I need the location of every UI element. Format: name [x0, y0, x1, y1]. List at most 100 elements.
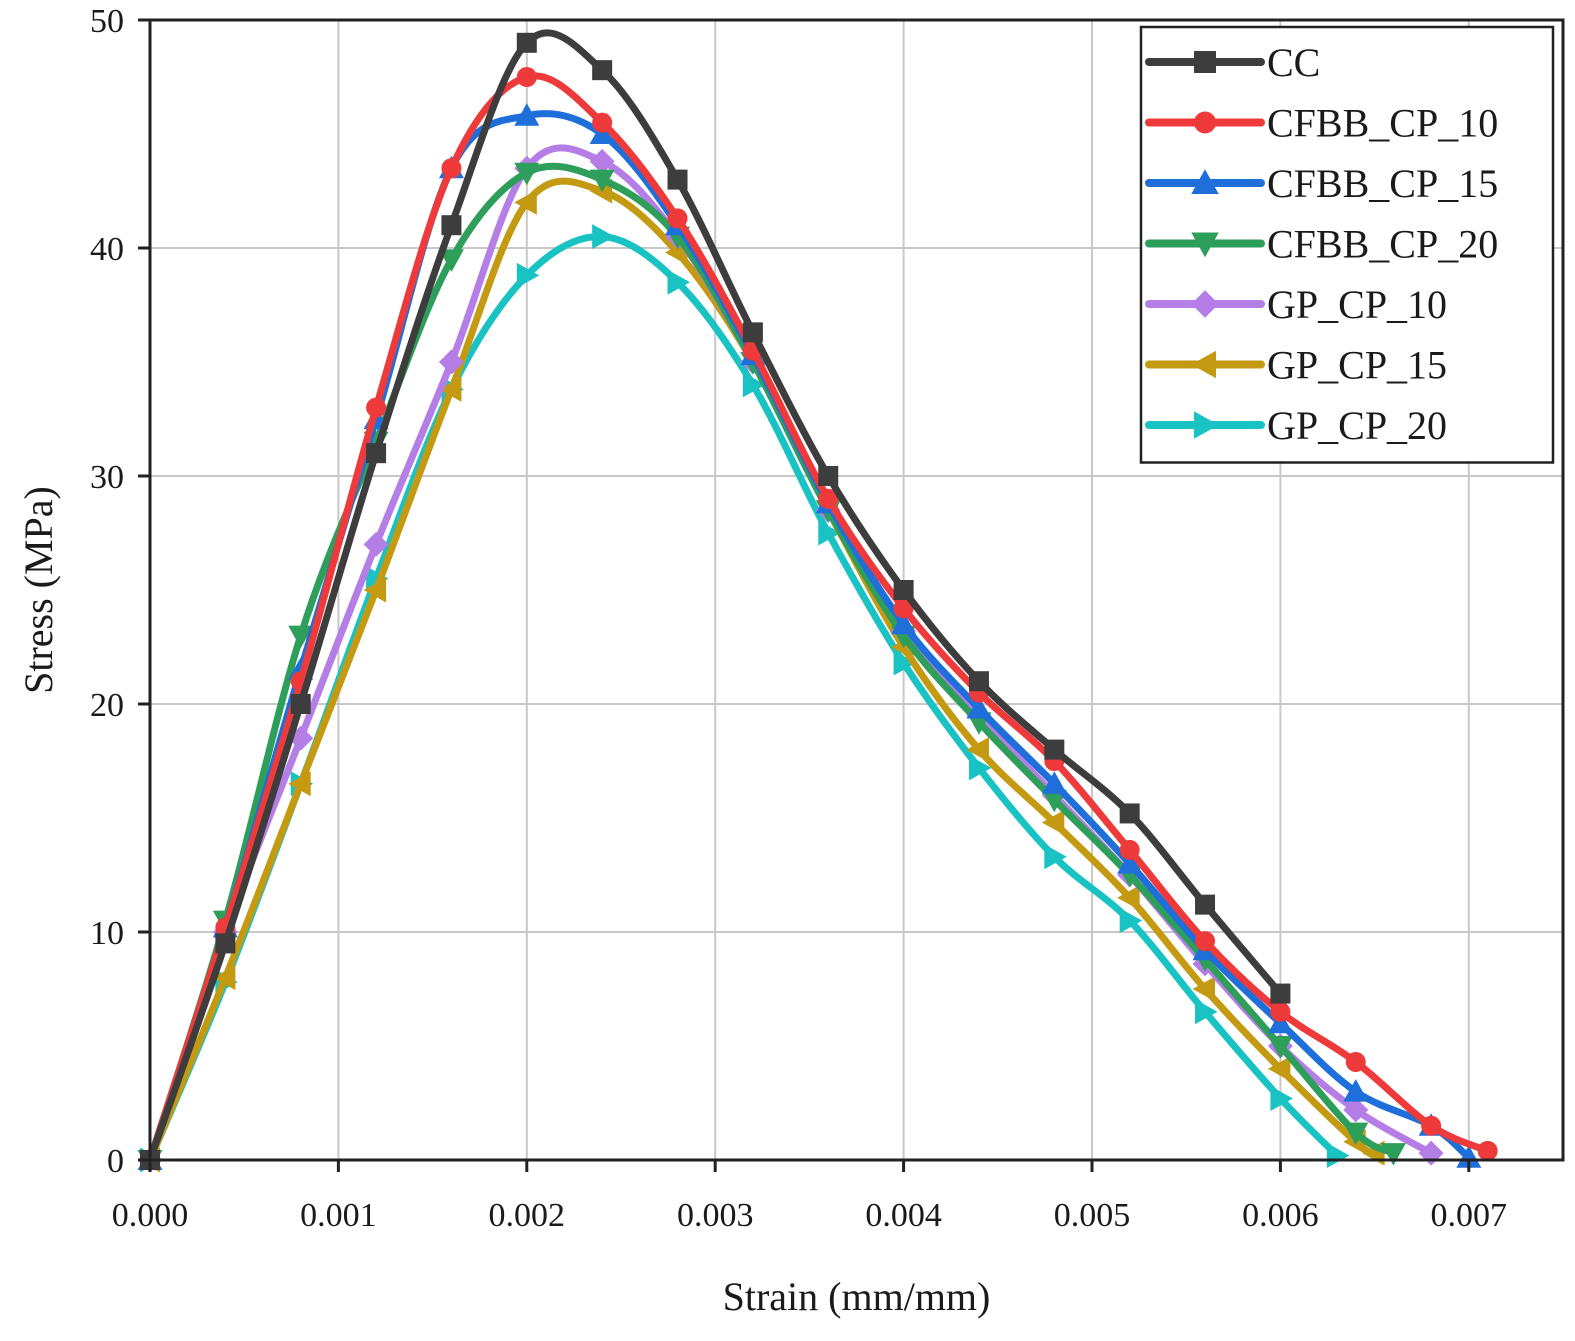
data-point — [1192, 976, 1216, 1002]
legend-item: GP_CP_10 — [1145, 282, 1447, 327]
x-axis-ticks: 0.000 0.001 0.002 0.003 0.004 0.005 0.006 0.007 — [112, 1160, 1507, 1234]
legend: CC CFBB_CP_10 CFBB_CP_15 CFBB_CP_20 GP_CP_10… — [1139, 25, 1555, 464]
data-point — [1119, 908, 1143, 934]
data-point — [1380, 1143, 1406, 1166]
data-point — [363, 577, 387, 603]
data-point — [1421, 1115, 1442, 1136]
data-point — [438, 376, 462, 402]
y-axis-title: Stress (MPa) — [16, 486, 61, 694]
x-axis-title: Strain (mm/mm) — [723, 1274, 991, 1319]
data-point — [514, 162, 540, 186]
x-tick-label: 0.000 — [112, 1197, 189, 1234]
data-point — [1195, 894, 1216, 915]
data-point — [1119, 803, 1140, 824]
legend-label: CC — [1267, 40, 1320, 85]
series-cc — [140, 29, 1291, 1170]
data-point — [589, 148, 615, 174]
data-point — [1270, 1085, 1293, 1111]
data-point — [1044, 844, 1067, 870]
data-point — [592, 60, 613, 81]
data-point — [288, 771, 311, 797]
data-point — [1267, 1056, 1291, 1082]
data-point — [514, 189, 537, 215]
legend-marker — [1191, 290, 1219, 318]
y-tick-label: 0 — [107, 1143, 124, 1180]
data-point — [1477, 1140, 1498, 1161]
data-point — [667, 169, 688, 190]
data-point — [1345, 1051, 1366, 1072]
data-point — [667, 208, 688, 229]
data-point — [438, 249, 464, 272]
series-layer — [137, 29, 1498, 1173]
data-point — [742, 322, 763, 343]
legend-label: CFBB_CP_10 — [1267, 101, 1498, 146]
data-point — [516, 262, 540, 288]
data-point — [742, 372, 766, 398]
x-tick-label: 0.001 — [300, 1197, 377, 1234]
data-point — [363, 531, 389, 557]
data-point — [1270, 983, 1291, 1004]
data-point — [1117, 851, 1143, 874]
data-point — [968, 671, 989, 692]
legend-item: GP_CP_20 — [1145, 403, 1447, 448]
data-point — [592, 224, 615, 250]
plot-frame — [148, 18, 1565, 1162]
legend-marker — [1191, 350, 1216, 379]
data-point — [893, 580, 914, 600]
data-point — [667, 269, 691, 295]
legend-marker — [1194, 51, 1216, 73]
data-point — [818, 466, 839, 486]
data-point — [589, 121, 615, 144]
y-tick-label: 10 — [90, 915, 124, 952]
data-point — [1267, 1036, 1293, 1059]
data-point — [1041, 771, 1067, 794]
y-tick-label: 50 — [90, 3, 124, 40]
data-point — [290, 694, 311, 714]
legend-item: CFBB_CP_20 — [1145, 222, 1498, 267]
data-point — [893, 598, 914, 619]
legend-marker — [1194, 411, 1219, 439]
x-tick-label: 0.003 — [677, 1197, 754, 1234]
data-point — [1343, 1079, 1369, 1102]
legend-label: GP_CP_15 — [1267, 343, 1447, 388]
x-tick-label: 0.004 — [865, 1197, 942, 1234]
legend-marker — [1191, 232, 1219, 258]
y-axis-ticks: 0 10 20 30 40 50 — [90, 3, 150, 1180]
data-point — [818, 520, 841, 546]
data-point — [215, 933, 236, 954]
data-point — [1117, 885, 1140, 911]
data-point — [1044, 739, 1065, 760]
x-tick-label: 0.007 — [1431, 1197, 1508, 1234]
data-point — [1270, 1001, 1291, 1022]
data-point — [1119, 839, 1140, 860]
data-point — [1456, 1145, 1482, 1168]
data-point — [366, 397, 387, 418]
data-point — [212, 965, 236, 991]
legend-label: GP_CP_10 — [1267, 282, 1447, 327]
data-point — [516, 32, 537, 53]
legend-label: CFBB_CP_20 — [1267, 222, 1498, 267]
x-tick-label: 0.005 — [1054, 1197, 1131, 1234]
data-point — [366, 443, 387, 464]
data-point — [441, 215, 462, 236]
data-point — [288, 625, 314, 649]
data-point — [893, 650, 917, 676]
y-tick-label: 20 — [90, 687, 124, 724]
legend-item: CFBB_CP_15 — [1145, 161, 1498, 206]
data-point — [516, 67, 537, 87]
data-point — [1195, 999, 1218, 1025]
data-point — [891, 611, 917, 635]
data-point — [966, 696, 992, 719]
data-point — [1041, 810, 1065, 836]
data-point — [1195, 931, 1216, 952]
data-point — [592, 112, 613, 133]
data-point — [441, 158, 462, 179]
data-point — [968, 755, 992, 781]
data-point — [818, 488, 839, 509]
legend-item: CFBB_CP_10 — [1145, 101, 1498, 146]
data-point — [966, 737, 989, 763]
data-point — [514, 103, 540, 126]
x-tick-label: 0.006 — [1242, 1197, 1319, 1234]
